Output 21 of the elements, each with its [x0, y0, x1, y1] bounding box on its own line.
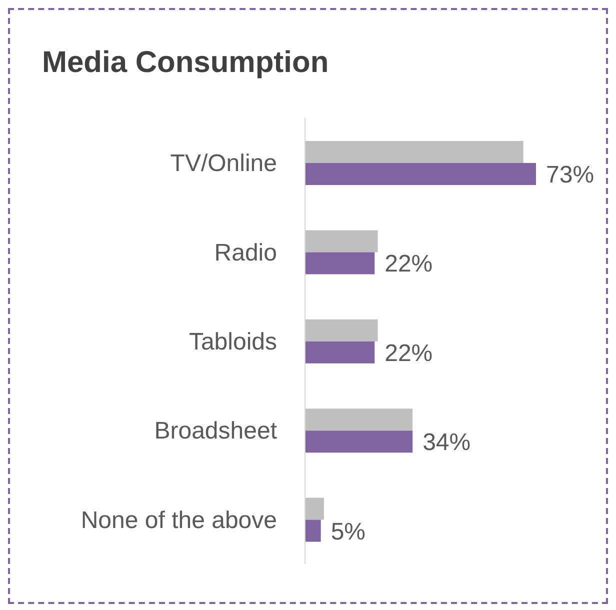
y-tick-label: Tabloids [188, 328, 277, 356]
y-tick-label: None of the above [80, 506, 277, 534]
bar [305, 408, 413, 431]
y-tick-label: Radio [214, 239, 277, 266]
data-label: 34% [422, 429, 471, 456]
y-tick-label: TV/Online [170, 150, 277, 178]
bar [305, 319, 378, 342]
bar [305, 498, 324, 520]
data-label: 22% [384, 340, 433, 367]
bar [305, 252, 375, 274]
chart-title: Media Consumption [42, 46, 329, 80]
data-label: 22% [384, 250, 433, 278]
bar [305, 141, 524, 163]
data-label: 5% [330, 518, 366, 546]
bar [305, 341, 375, 364]
bar [305, 520, 321, 542]
bar [305, 430, 413, 453]
data-label: 73% [546, 162, 594, 189]
bar [305, 230, 378, 252]
y-tick-label: Broadsheet [154, 418, 278, 445]
bar [305, 163, 536, 185]
